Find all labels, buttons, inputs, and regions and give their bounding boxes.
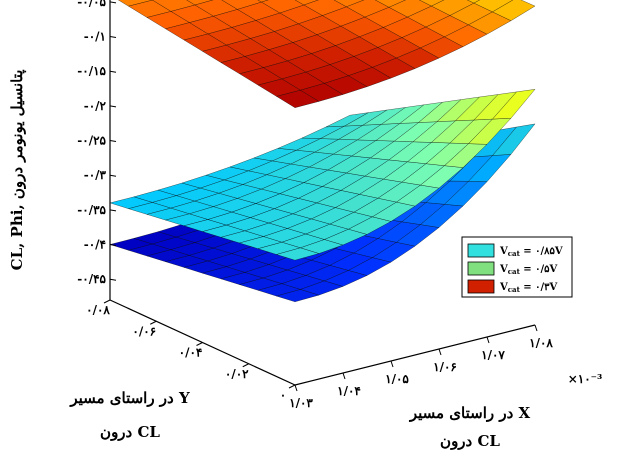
y-tick-label: ۰/۰۶	[132, 324, 156, 338]
y-axis-label-line2: درون CL	[100, 423, 160, 441]
z-tick-mark	[109, 278, 117, 281]
y-tick-label: ۰/۰۴	[179, 346, 203, 360]
z-tick-label: -۰/۰۵	[77, 0, 106, 9]
y-tick-label: ۰/۰۲	[225, 367, 249, 381]
x-tick-label: ۱/۰۶	[433, 360, 457, 374]
surface-patch	[294, 0, 320, 6]
x-tick-label: ۱/۰۵	[385, 372, 409, 386]
y-tick-label: ۰/۰۸	[86, 303, 110, 317]
surface-2	[117, 0, 536, 108]
x-axis-label-line2: درون CL	[440, 432, 500, 450]
z-tick-label: -۰/۴	[84, 238, 106, 252]
legend-label: Vcat = ۰/۵V	[499, 264, 558, 276]
z-axis-label: CL, Phi, پتانسیل یونومر درون	[8, 70, 27, 271]
legend: Vcat = ۰/۸۵V Vcat = ۰/۵V Vcat = ۰/۳V	[461, 236, 573, 298]
x-tick-label: ۱/۰۷	[481, 348, 505, 362]
x-axis-label-line1: در راستای مسیر X	[409, 404, 531, 422]
x-tick-mark	[294, 384, 298, 392]
x-tick-label: ۱/۰۴	[337, 384, 361, 398]
z-tick-label: -۰/۱۵	[77, 64, 106, 78]
surface-patch	[466, 0, 481, 4]
surfaces-group	[109, 0, 536, 303]
legend-label: Vcat = ۰/۳V	[499, 282, 558, 294]
surface-patch	[418, 0, 445, 7]
z-tick-mark	[109, 36, 117, 39]
z-tick-label: -۰/۲۵	[77, 134, 106, 148]
z-tick-label: -۰/۴۵	[77, 272, 106, 286]
axes-group: -۰/۰۵ -۰/۱ -۰/۱۵ -۰/۲ -۰/۲۵ -۰/۳ -۰/۳۵ -۰/۴ -۰/۴…	[77, 0, 553, 410]
x-axis-line	[294, 324, 536, 386]
x-exponent-label: ×۱۰⁻³	[568, 372, 603, 386]
y-axis-label-line1: در راستای مسیر Y	[69, 389, 190, 407]
z-tick-mark	[109, 209, 117, 212]
z-tick-label: -۰/۱	[84, 30, 106, 44]
legend-swatch	[467, 261, 495, 276]
surface-0	[109, 88, 536, 261]
surface-patch	[491, 0, 536, 21]
z-tick-label: -۰/۳۵	[77, 203, 106, 217]
z-tick-label: -۰/۲	[84, 99, 107, 113]
z-tick-mark	[109, 140, 117, 143]
z-tick-mark	[109, 1, 117, 4]
surface-patch	[491, 123, 536, 156]
x-tick-label: ۱/۰۳	[289, 396, 313, 410]
z-tick-mark	[109, 244, 117, 247]
y-tick-mark	[196, 342, 203, 346]
y-tick-mark	[288, 384, 296, 389]
surface-patch	[257, 0, 269, 3]
z-tick-mark	[109, 174, 117, 177]
y-tick-mark	[103, 299, 111, 304]
legend-swatch	[467, 243, 495, 258]
legend-label: Vcat = ۰/۸۵V	[499, 246, 563, 258]
z-tick-mark	[109, 105, 117, 108]
y-tick-mark	[242, 363, 249, 368]
x-tick-mark	[534, 324, 538, 332]
y-tick-mark	[150, 320, 157, 325]
y-tick-label: ۰	[280, 388, 286, 402]
x-tick-mark	[486, 336, 490, 344]
x-tick-mark	[342, 372, 346, 380]
surface-patch	[491, 88, 536, 120]
x-tick-mark	[390, 360, 394, 368]
z-tick-label: -۰/۳	[84, 168, 107, 182]
x-tick-mark	[438, 348, 442, 356]
x-tick-label: ۱/۰۸	[529, 336, 553, 350]
legend-swatch	[467, 279, 495, 294]
z-tick-mark	[109, 70, 117, 73]
